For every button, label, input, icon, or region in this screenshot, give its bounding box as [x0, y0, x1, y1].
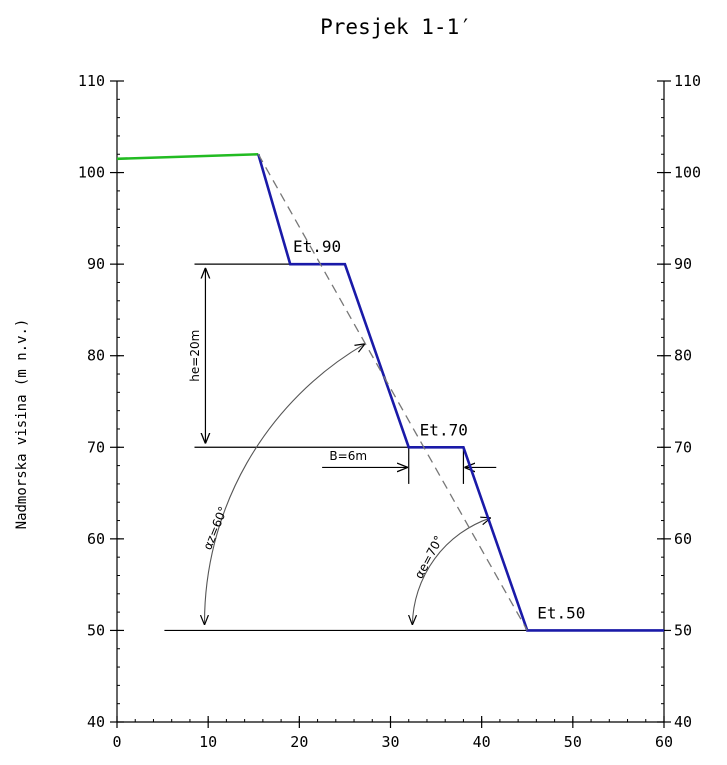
- y-tick-label-right: 50: [674, 621, 692, 639]
- y-tick-label-left: 40: [87, 713, 105, 731]
- axes: [116, 81, 665, 723]
- label-he: he=20m: [188, 330, 202, 382]
- y-tick-label-left: 90: [87, 255, 105, 273]
- y-tick-label-left: 60: [87, 530, 105, 548]
- x-tick-label: 30: [381, 733, 399, 751]
- y-tick-label-right: 90: [674, 255, 692, 273]
- y-tick-label-right: 110: [674, 72, 701, 90]
- x-tick-label: 10: [199, 733, 217, 751]
- label-et90: Et.90: [293, 237, 341, 256]
- y-tick-label-right: 80: [674, 347, 692, 365]
- series-lines: [116, 152, 664, 632]
- label-alpha-z: αz=60°: [200, 504, 230, 551]
- x-tick-label: 60: [655, 733, 673, 751]
- x-tick-label: 0: [112, 733, 121, 751]
- terrain-line: [116, 152, 259, 161]
- y-tick-label-left: 50: [87, 621, 105, 639]
- annotations: Et.90 Et.70 Et.50 B=6m he=20m αz=60° αe=70°: [188, 237, 585, 622]
- alpha-e-arc: [412, 518, 490, 625]
- alpha-z-arc: [205, 344, 365, 625]
- ticks: 40 40 50 50 60 60 70 70 80 80 90 90 100 100 110 110 0 10 2…: [78, 72, 701, 751]
- y-axis-label: Nadmorska visina (m n.v.): [14, 319, 30, 530]
- y-tick-label-right: 100: [674, 164, 701, 182]
- y-tick-label-left: 100: [78, 164, 105, 182]
- x-tick-label: 40: [473, 733, 491, 751]
- overall-slope-dashed-line: [257, 153, 528, 631]
- bench-profile-line: [257, 153, 664, 632]
- label-b: B=6m: [329, 449, 367, 463]
- y-tick-label-right: 40: [674, 713, 692, 731]
- x-tick-label: 20: [290, 733, 308, 751]
- y-tick-label-right: 70: [674, 438, 692, 456]
- y-tick-label-left: 80: [87, 347, 105, 365]
- y-tick-label-left: 70: [87, 438, 105, 456]
- x-tick-label: 50: [564, 733, 582, 751]
- label-et50: Et.50: [537, 604, 585, 623]
- label-alpha-e: αe=70°: [412, 533, 446, 581]
- y-tick-label-left: 110: [78, 72, 105, 90]
- construction-lines: [164, 263, 528, 632]
- chart-title: Presjek 1-1′: [320, 15, 472, 39]
- label-et70: Et.70: [420, 420, 468, 439]
- y-tick-label-right: 60: [674, 530, 692, 548]
